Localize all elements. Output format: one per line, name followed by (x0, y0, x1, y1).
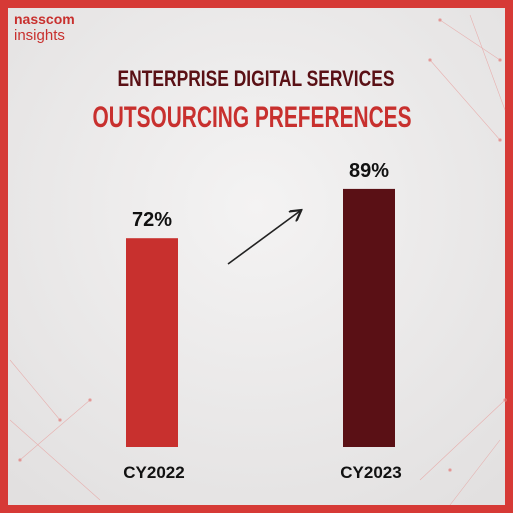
brand-tagline: insights (14, 27, 65, 44)
x-tick-label: CY2022 (123, 463, 184, 482)
value-label: 89% (349, 160, 389, 182)
x-tick-label: CY2023 (340, 463, 401, 482)
chart-subtitle: OUTSOURCING PREFERENCES (93, 101, 412, 134)
bar (343, 188, 395, 447)
bar (126, 238, 178, 447)
network-decoration (9, 14, 507, 506)
background (8, 8, 505, 505)
value-label: 72% (132, 209, 172, 231)
chart-title: ENTERPRISE DIGITAL SERVICES (118, 66, 395, 91)
trend-arrow (227, 211, 300, 265)
brand-name: nasscom (14, 11, 75, 27)
